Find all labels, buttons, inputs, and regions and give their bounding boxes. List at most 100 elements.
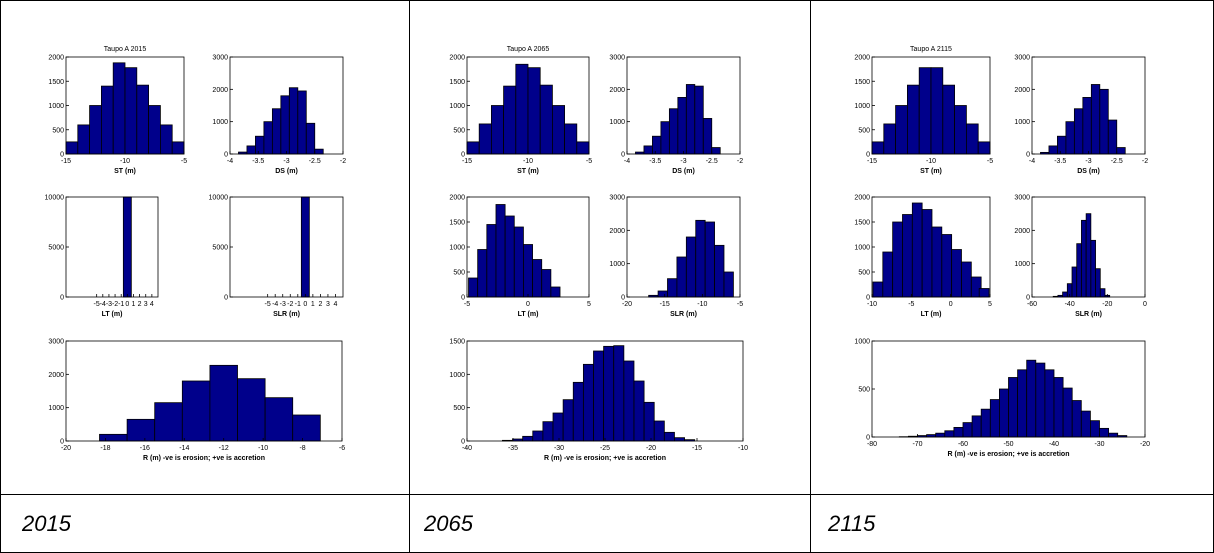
y-tick-label: 1500 xyxy=(449,220,465,227)
x-tick-label: -2 xyxy=(340,158,346,165)
x-tick-label: -5 xyxy=(908,301,914,308)
histogram-bar xyxy=(572,381,584,442)
histogram-bar xyxy=(154,402,183,442)
histogram-bar xyxy=(136,84,150,155)
histogram-bar xyxy=(532,430,544,442)
y-tick-label: 2000 xyxy=(48,372,64,379)
histogram-bar xyxy=(552,105,566,155)
y-tick-label: 500 xyxy=(453,127,465,134)
histogram-bar xyxy=(305,122,316,155)
histogram-bar xyxy=(935,432,946,438)
histogram-bar xyxy=(486,224,497,298)
histogram-bar xyxy=(667,278,678,298)
x-tick-label: -2.5 xyxy=(309,158,321,165)
x-tick-label: 5 xyxy=(988,301,992,308)
histogram-bar xyxy=(1073,108,1084,155)
histogram-bar xyxy=(962,422,973,438)
histogram-bar xyxy=(477,249,488,298)
histogram-bar xyxy=(685,84,696,155)
histogram-bar xyxy=(300,196,310,298)
histogram-bar xyxy=(292,414,321,442)
x-tick-label: 0 xyxy=(526,301,530,308)
x-tick-label: -5 xyxy=(181,158,187,165)
x-tick-label: 2 xyxy=(318,301,322,308)
x-tick-label: -25 xyxy=(600,445,610,452)
histogram-bar xyxy=(966,123,979,155)
histogram-bar xyxy=(1080,410,1091,438)
x-tick-label: -40 xyxy=(462,445,472,452)
histogram-bar xyxy=(695,219,706,298)
x-tick-label: 3 xyxy=(326,301,330,308)
x-tick-label: -20 xyxy=(646,445,656,452)
y-tick-label: 3000 xyxy=(609,55,625,62)
histogram-bar xyxy=(112,62,126,155)
y-tick-label: 2000 xyxy=(1014,87,1030,94)
x-tick-label: -10 xyxy=(258,445,268,452)
histogram-bar xyxy=(1099,427,1109,438)
x-tick-label: -20 xyxy=(1102,301,1112,308)
histogram-bar xyxy=(562,399,574,442)
histogram-bar xyxy=(314,148,324,155)
x-tick-label: -35 xyxy=(508,445,518,452)
y-tick-label: 3000 xyxy=(609,195,625,202)
y-tick-label: 0 xyxy=(1026,152,1030,159)
x-tick-label: -20 xyxy=(61,445,71,452)
histogram-bar xyxy=(714,244,725,298)
histogram-bar xyxy=(495,204,506,298)
histogram-bar xyxy=(126,418,156,442)
y-tick-label: 0 xyxy=(224,295,228,302)
table-row-divider xyxy=(0,494,1214,495)
histogram-bar xyxy=(902,214,913,298)
histogram-bar xyxy=(918,67,932,155)
p2-s0-plot: -15 -10 -5 0 500 1000 1500 2000 ST (m) Taupo A 21… xyxy=(854,46,993,175)
histogram-bar xyxy=(541,269,552,298)
histogram-bar xyxy=(171,141,185,155)
y-tick-label: 2000 xyxy=(449,195,465,202)
x-tick-label: -8 xyxy=(299,445,305,452)
histogram-bar xyxy=(954,105,967,155)
x-tick-label: 0 xyxy=(1143,301,1147,308)
x-tick-label: -80 xyxy=(867,441,877,448)
histogram-bar xyxy=(1062,387,1073,438)
histogram-bar xyxy=(657,290,668,298)
histogram-bar xyxy=(685,236,697,298)
x-tick-label: -5 xyxy=(265,301,271,308)
x-axis-label: LT (m) xyxy=(102,311,123,318)
histogram-bar xyxy=(513,226,524,298)
histogram-bar xyxy=(1048,145,1058,155)
x-tick-label: -10 xyxy=(926,158,936,165)
y-tick-label: 0 xyxy=(461,439,465,446)
table-divider-2 xyxy=(810,0,811,553)
x-tick-label: -50 xyxy=(1003,441,1013,448)
x-tick-label: -20 xyxy=(622,301,632,308)
histogram-bar xyxy=(564,123,578,155)
x-axis-label: SLR (m) xyxy=(273,311,300,318)
y-tick-label: 0 xyxy=(60,295,64,302)
histogram-bar xyxy=(660,121,670,155)
histogram-bar xyxy=(1099,288,1106,298)
y-tick-label: 0 xyxy=(60,152,64,159)
x-tick-label: -10 xyxy=(697,301,707,308)
y-tick-label: 1000 xyxy=(854,339,870,346)
x-tick-label: -15 xyxy=(660,301,670,308)
y-tick-label: 500 xyxy=(453,405,465,412)
histogram-bar xyxy=(694,85,704,155)
y-tick-label: 0 xyxy=(224,152,228,159)
histogram-bar xyxy=(582,363,594,442)
y-tick-label: 0 xyxy=(866,295,870,302)
x-tick-label: -3.5 xyxy=(649,158,661,165)
histogram-bar xyxy=(674,437,685,442)
histogram-bar xyxy=(1099,88,1109,155)
histogram-bar xyxy=(550,286,561,298)
x-tick-label: -5 xyxy=(737,301,743,308)
y-tick-label: 1000 xyxy=(609,119,625,126)
y-tick-label: 1000 xyxy=(449,372,465,379)
histogram-bar xyxy=(643,145,653,155)
x-tick-label: -10 xyxy=(523,158,533,165)
x-tick-label: 0 xyxy=(949,301,953,308)
y-tick-label: 3000 xyxy=(48,339,64,346)
histogram-bar xyxy=(1017,369,1028,438)
histogram-bar xyxy=(280,95,290,155)
histogram-bar xyxy=(978,288,990,298)
histogram-bar xyxy=(159,124,173,155)
